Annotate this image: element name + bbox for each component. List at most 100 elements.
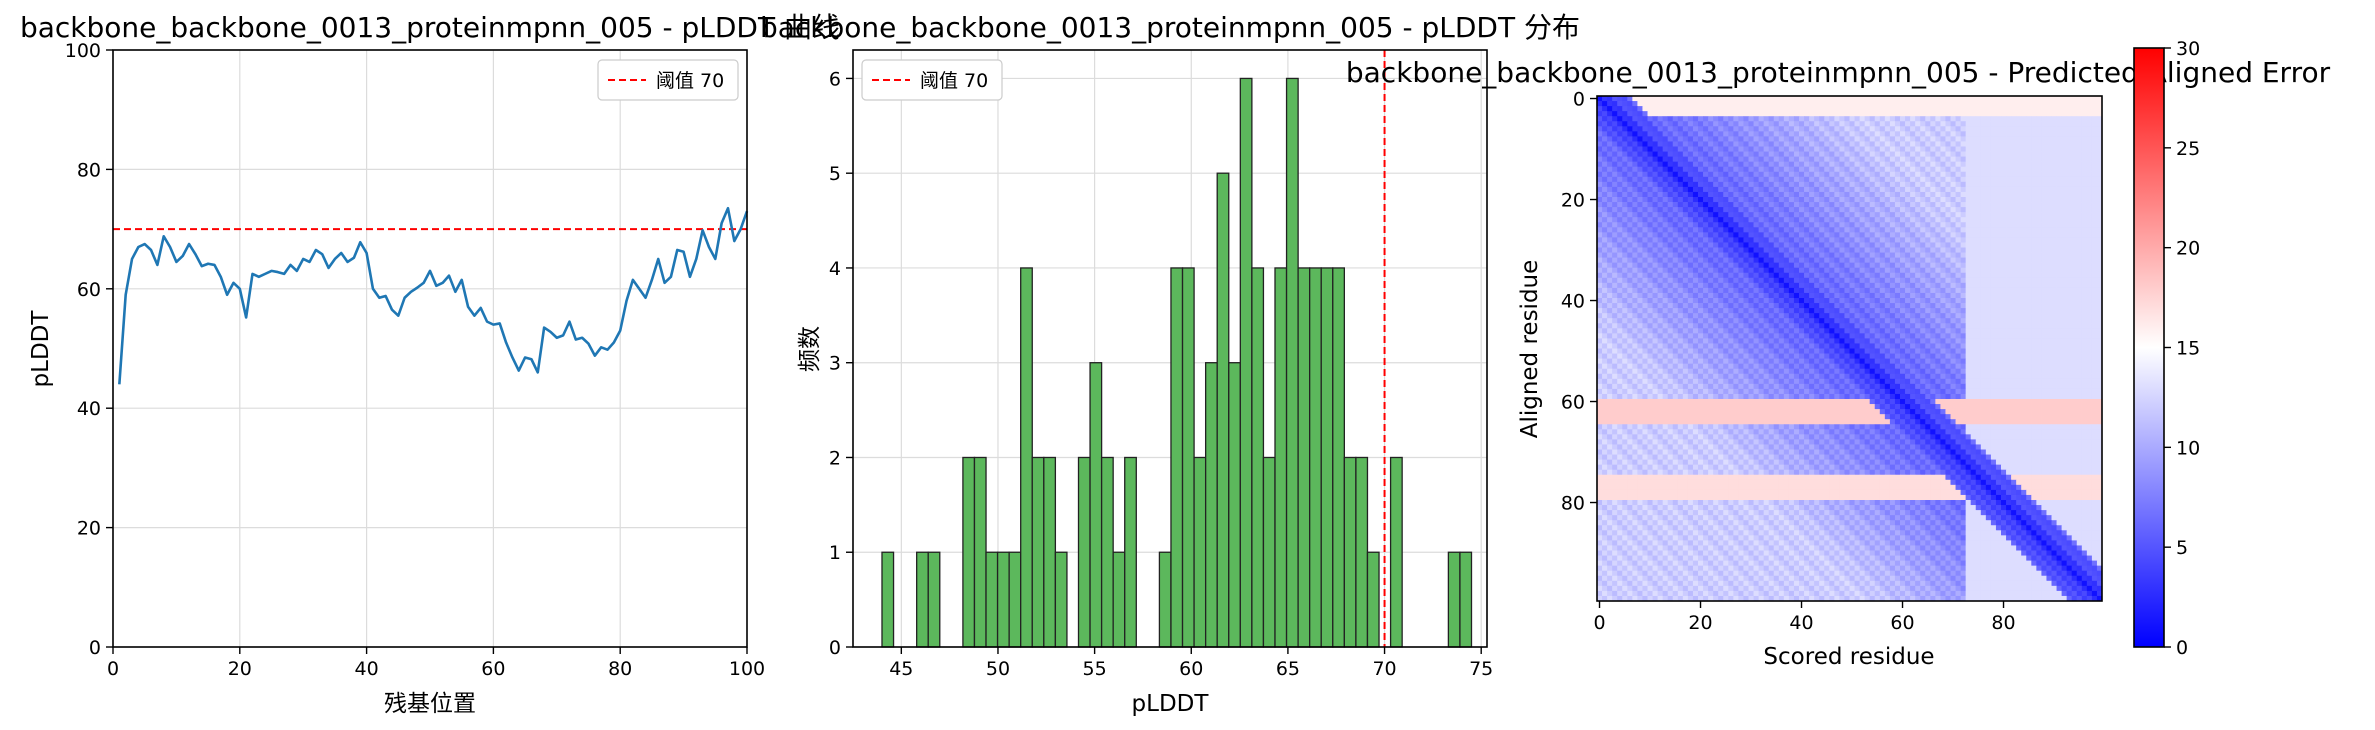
heatmap-cell [1778, 191, 1785, 198]
heatmap-cell [1960, 242, 1967, 248]
heatmap-cell [2006, 217, 2012, 223]
heatmap-cell [1662, 287, 1669, 294]
heatmap-cell [1945, 328, 1951, 334]
heatmap-cell [1799, 197, 1805, 203]
heatmap-cell [1718, 272, 1724, 279]
heatmap-cell [1713, 166, 1719, 173]
heatmap-cell [2031, 191, 2037, 198]
heatmap-cell [1829, 212, 1835, 218]
heatmap-cell [2011, 136, 2017, 142]
heatmap-cell [1672, 298, 1679, 304]
heatmap-cell [1905, 212, 1911, 218]
heatmap-cell [1703, 176, 1709, 183]
heatmap-cell [1692, 136, 1699, 142]
heatmap-cell [2016, 308, 2022, 314]
heatmap-cell [1677, 161, 1684, 168]
heatmap-cell [1915, 212, 1921, 218]
heatmap-cell [1854, 277, 1860, 284]
heatmap-cell [1642, 328, 1648, 334]
heatmap-cell [1990, 131, 1997, 137]
heatmap-cell [2011, 101, 2017, 107]
heatmap-cell [1703, 262, 1709, 269]
heatmap-cell [1748, 292, 1754, 299]
heatmap-cell [1920, 96, 1926, 102]
heatmap-cell [2071, 126, 2078, 132]
heatmap-cell [1910, 101, 1916, 107]
heatmap-cell [1995, 101, 2002, 107]
heatmap-cell [2096, 101, 2103, 107]
heatmap-cell [1753, 171, 1759, 178]
heatmap-cell [1662, 257, 1669, 264]
heatmap-cell [1935, 126, 1941, 132]
heatmap-cell [1698, 252, 1704, 258]
heatmap-cell [1829, 217, 1835, 223]
heatmap-cell [1768, 272, 1775, 279]
heatmap-cell [1703, 323, 1709, 329]
heatmap-cell [1990, 126, 1997, 132]
heatmap-cell [1985, 287, 1992, 294]
heatmap-cell [2036, 106, 2042, 112]
heatmap-cell [1834, 176, 1840, 183]
heatmap-cell [1662, 232, 1669, 238]
heatmap-cell [1718, 136, 1724, 142]
heatmap-cell [2031, 323, 2037, 329]
line-chart-y-tick-label: 40 [77, 398, 101, 420]
heatmap-cell [1935, 262, 1941, 269]
heatmap-cell [1970, 287, 1977, 294]
heatmap-cell [2026, 232, 2032, 238]
heatmap-cell [1834, 141, 1840, 147]
heatmap-cell [2011, 131, 2017, 137]
heatmap-cell [1940, 121, 1946, 127]
heatmap-cell [1809, 96, 1815, 102]
heatmap-cell [1910, 96, 1916, 102]
heatmap-cell [1809, 232, 1815, 238]
heatmap-cell [1809, 166, 1815, 173]
heatmap-cell [1814, 176, 1820, 183]
heatmap-cell [2041, 126, 2047, 132]
heatmap-cell [1980, 166, 1987, 173]
heatmap-cell [1748, 96, 1754, 102]
heatmap-cell [1597, 202, 1603, 208]
heatmap-cell [1627, 212, 1633, 218]
heatmap-cell [1597, 272, 1603, 279]
heatmap-cell [1607, 186, 1613, 193]
heatmap-cell [1915, 242, 1921, 248]
heatmap-cell [1602, 181, 1608, 188]
heatmap-cell [1869, 328, 1876, 334]
heatmap-cell [1874, 151, 1881, 157]
heatmap-cell [1995, 96, 2002, 102]
histogram-bar [1389, 456, 1403, 648]
heatmap-cell [1622, 247, 1628, 253]
heatmap-cell [1965, 171, 1972, 178]
heatmap-cell [1632, 333, 1638, 339]
heatmap-cell [1713, 106, 1719, 112]
heatmap-cell [1768, 287, 1775, 294]
heatmap-cell [1799, 171, 1805, 178]
heatmap-cell [1692, 303, 1699, 309]
heatmap-cell [1799, 212, 1805, 218]
heatmap-cell [2061, 318, 2068, 324]
heatmap-cell [1834, 186, 1840, 193]
heatmap-cell [1990, 176, 1997, 183]
heatmap-cell [2036, 126, 2042, 132]
heatmap-cell [1753, 121, 1759, 127]
heatmap-cell [1854, 252, 1860, 258]
heatmap-cell [2071, 96, 2078, 102]
heatmap-cell [1990, 298, 1997, 304]
heatmap-cell [1985, 212, 1992, 218]
heatmap-cell [1879, 232, 1886, 238]
heatmap-cell [1819, 116, 1825, 122]
heatmap-cell [1970, 202, 1977, 208]
heatmap-cell [1677, 262, 1684, 269]
heatmap-cell [2021, 106, 2027, 112]
heatmap-cell [1758, 217, 1765, 223]
heatmap-cell [1708, 171, 1714, 178]
heatmap-cell [2026, 212, 2032, 218]
heatmap-cell [1965, 287, 1972, 294]
heatmap-cell [1859, 116, 1866, 122]
heatmap-cell [1859, 242, 1866, 248]
heatmap-cell [1662, 191, 1669, 198]
heatmap-cell [1975, 282, 1982, 289]
heatmap-cell [1970, 181, 1977, 188]
heatmap-cell [1970, 267, 1977, 274]
